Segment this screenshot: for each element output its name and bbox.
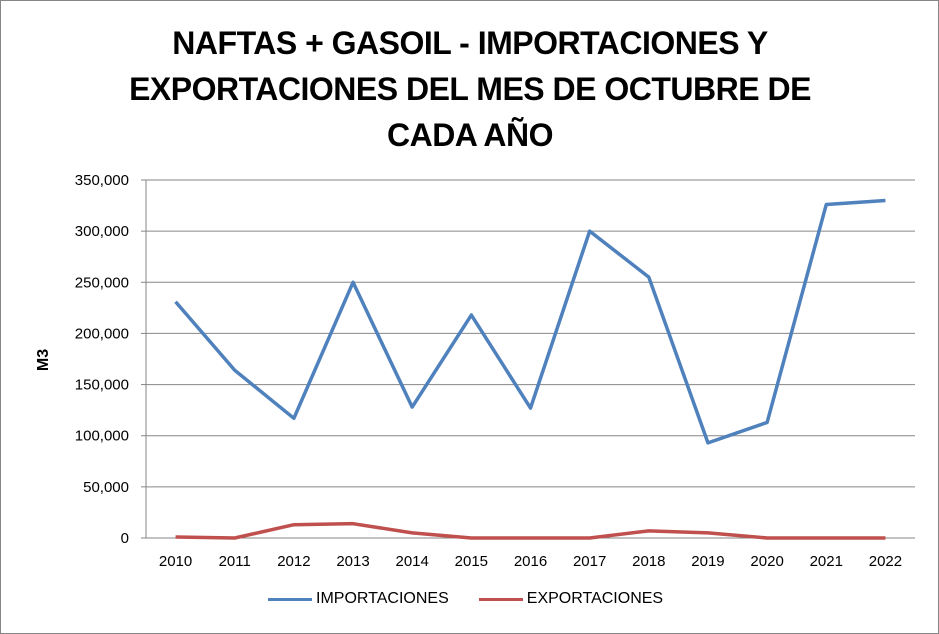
x-tick-label: 2017 [573,553,606,570]
y-tick-labels: 0 50,000 100,000 150,000 200,000 250,000 300,0… [75,172,129,547]
x-tick-label: 2020 [750,553,783,570]
gridlines [141,179,915,539]
x-tick-label: 2012 [277,553,310,570]
legend-item-exportaciones: EXPORTACIONES [478,590,664,608]
legend-label: IMPORTACIONES [316,590,449,607]
x-tick-label: 2010 [159,553,192,570]
legend-swatch-importaciones [268,597,312,601]
y-tick-label: 200,000 [75,325,129,342]
x-tick-label: 2021 [810,553,843,570]
y-tick-label: 250,000 [75,274,129,291]
legend: IMPORTACIONES EXPORTACIONES [268,590,663,608]
x-tick-label: 2016 [514,553,547,570]
legend-item-importaciones: IMPORTACIONES [268,590,449,608]
legend-swatch-exportaciones [478,597,523,601]
x-tick-labels: 2010 2011 2012 2013 2014 2015 2016 2017 2018 2019… [159,553,902,570]
x-tick-label: 2015 [455,553,488,570]
x-tick-label: 2011 [219,553,251,570]
title-line-3: CADA AÑO [386,117,554,153]
title-line-2: EXPORTACIONES DEL MES DE OCTUBRE DE [129,71,811,107]
x-tick-label: 2022 [869,553,902,570]
x-tick-label: 2013 [336,553,369,570]
series-line-importaciones [174,198,886,445]
y-tick-label: 150,000 [75,377,129,394]
y-tick-label: 50,000 [83,479,129,496]
y-axis-label: M3 [35,349,52,371]
y-tick-label: 350,000 [75,172,129,189]
title-line-1: NAFTAS + GASOIL - IMPORTACIONES Y [172,25,768,61]
x-tick-label: 2018 [632,553,665,570]
series-line-exportaciones [175,521,886,540]
y-tick-label: 0 [121,530,129,547]
y-tick-label: 100,000 [75,428,129,445]
chart-title: NAFTAS + GASOIL - IMPORTACIONES Y EXPORT… [100,20,840,158]
legend-label: EXPORTACIONES [526,590,664,607]
x-tick-label: 2019 [691,553,724,570]
y-tick-label: 300,000 [75,223,129,240]
series-lines [174,198,886,540]
x-tick-label: 2014 [396,553,429,570]
